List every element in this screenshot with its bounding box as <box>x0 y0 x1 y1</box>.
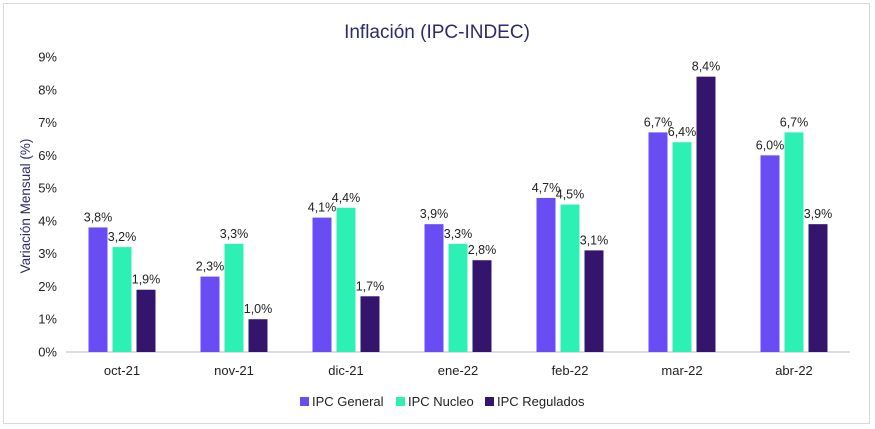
data-label: 4,7% <box>532 181 561 195</box>
y-tick-label: 7% <box>38 115 57 130</box>
chart-frame <box>3 3 870 424</box>
y-tick-label: 4% <box>38 213 57 228</box>
legend-label: IPC Regulados <box>497 394 585 409</box>
y-axis-ticks: 0% 1% 2% 3% 4% 5% 6% 7% 8% 9% <box>38 50 57 360</box>
bar-ipc-regulados <box>360 296 380 352</box>
data-label: 8,4% <box>692 60 721 74</box>
bar-ipc-general <box>312 217 332 352</box>
data-label: 3,3% <box>220 227 249 241</box>
data-label: 4,1% <box>308 201 337 215</box>
data-label: 1,0% <box>244 302 273 316</box>
x-category-label: abr-22 <box>775 363 813 378</box>
legend-swatch <box>396 397 405 406</box>
data-label: 2,8% <box>468 243 497 257</box>
data-labels: 3,8% 3,2% 1,9% 2,3% 3,3% 1,0% 4,1%4,4% 1,7% 3,9%… <box>84 60 833 317</box>
bar-ipc-general <box>760 155 780 352</box>
x-axis-categories: oct-21 nov-21 dic-21 ene-22 feb-22 mar-22 abr-… <box>104 363 813 378</box>
x-category-label: mar-22 <box>661 363 702 378</box>
x-category-label: dic-21 <box>328 363 363 378</box>
data-label: 6,0% <box>756 138 785 152</box>
y-tick-label: 5% <box>38 181 57 196</box>
x-category-label: oct-21 <box>104 363 140 378</box>
bar-ipc-general <box>88 227 108 352</box>
bar-ipc-regulados <box>136 289 156 352</box>
bar-ipc-general <box>200 276 220 352</box>
bar-ipc-general <box>536 197 556 352</box>
data-label: 3,8% <box>84 210 113 224</box>
chart-title: Inflación (IPC-INDEC) <box>344 22 530 43</box>
bars <box>88 76 828 353</box>
y-tick-label: 8% <box>38 82 57 97</box>
legend-label: IPC Nucleo <box>408 394 474 409</box>
data-label: 1,7% <box>356 279 385 293</box>
legend: IPC General IPC Nucleo IPC Regulados <box>300 394 585 409</box>
data-label: 1,9% <box>132 273 161 287</box>
y-tick-label: 9% <box>38 50 57 65</box>
legend-swatch <box>485 397 494 406</box>
y-tick-label: 2% <box>38 279 57 294</box>
bar-ipc-general <box>424 224 444 352</box>
data-label: 6,7% <box>780 115 809 129</box>
data-label: 3,3% <box>444 227 473 241</box>
x-category-label: ene-22 <box>438 363 478 378</box>
data-label: 3,9% <box>420 207 449 221</box>
data-label: 6,7% <box>644 115 673 129</box>
x-category-label: nov-21 <box>214 363 254 378</box>
bar-ipc-regulados <box>696 76 716 353</box>
bar-ipc-nucleo <box>784 132 804 352</box>
y-tick-label: 6% <box>38 148 57 163</box>
data-label: 4,4% <box>332 191 361 205</box>
bar-ipc-nucleo <box>560 204 580 352</box>
data-label: 2,3% <box>196 260 225 274</box>
y-tick-label: 3% <box>38 246 57 261</box>
y-tick-label: 1% <box>38 312 57 327</box>
data-label: 3,2% <box>108 230 137 244</box>
bar-ipc-nucleo <box>224 243 244 352</box>
bar-ipc-nucleo <box>112 247 132 352</box>
legend-label: IPC General <box>312 394 384 409</box>
data-label: 6,4% <box>668 125 697 139</box>
data-label: 3,1% <box>580 233 609 247</box>
bar-ipc-regulados <box>248 319 268 352</box>
x-category-label: feb-22 <box>552 363 589 378</box>
bar-ipc-nucleo <box>448 243 468 352</box>
bar-ipc-nucleo <box>336 207 356 352</box>
legend-swatch <box>300 397 309 406</box>
bar-ipc-regulados <box>472 260 492 352</box>
data-label: 3,9% <box>804 207 833 221</box>
bar-ipc-nucleo <box>672 142 692 352</box>
data-label: 4,5% <box>556 188 585 202</box>
bar-ipc-general <box>648 132 668 352</box>
y-tick-label: 0% <box>38 345 57 360</box>
bar-ipc-regulados <box>808 224 828 352</box>
y-axis-label: Variación Mensual (%) <box>18 139 33 274</box>
bar-ipc-regulados <box>584 250 604 352</box>
